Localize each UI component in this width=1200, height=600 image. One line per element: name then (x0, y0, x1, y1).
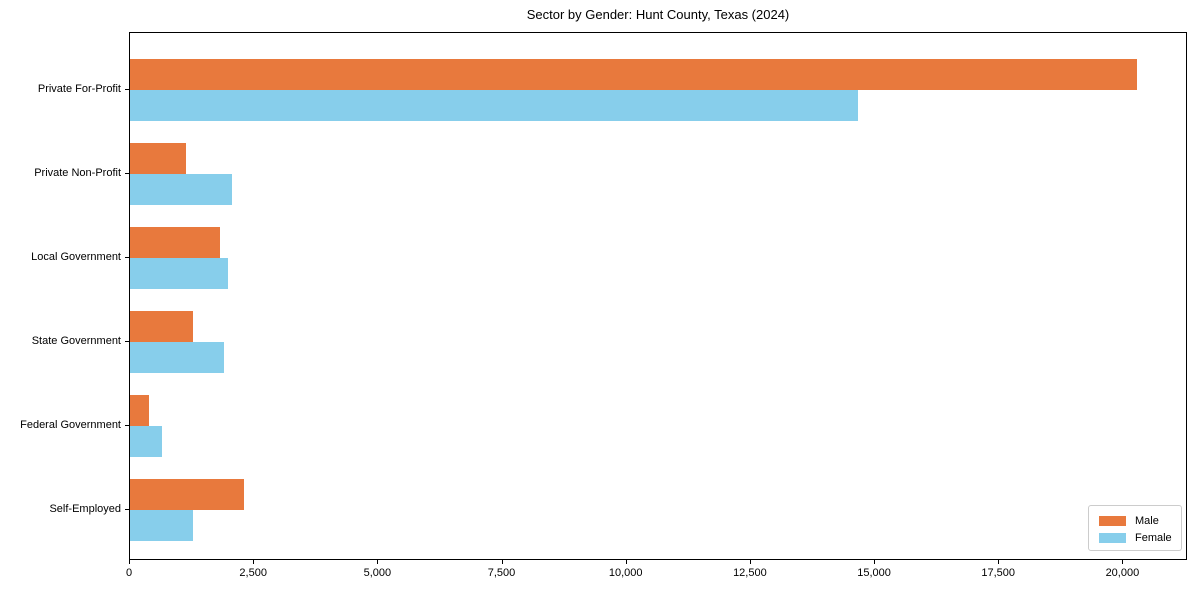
xtick-mark (377, 560, 379, 564)
ytick-mark (125, 341, 129, 342)
ytick-mark (125, 509, 129, 510)
ytick-label: Private For-Profit (37, 83, 121, 95)
xtick-label: 2,500 (239, 567, 267, 579)
legend-item-female: Female (1099, 529, 1173, 546)
ytick-mark (125, 257, 129, 258)
ytick-label: Self-Employed (49, 503, 121, 515)
legend-label: Female (1135, 531, 1172, 544)
xtick-mark (874, 560, 876, 564)
xtick-label: 12,500 (733, 567, 767, 579)
bar-female-local-government (130, 258, 228, 289)
legend-label: Male (1135, 514, 1159, 527)
bar-male-private-non-profit (130, 143, 187, 174)
legend: Male Female (1088, 505, 1182, 551)
xtick-label: 17,500 (981, 567, 1016, 579)
legend-item-male: Male (1099, 512, 1173, 529)
xtick-mark (501, 560, 503, 564)
xtick-label: 5,000 (363, 567, 392, 579)
bar-female-state-government (130, 342, 224, 373)
ytick-label: State Government (31, 335, 121, 347)
bar-female-self-employed (130, 510, 194, 541)
bar-female-federal-government (130, 426, 162, 457)
xtick-label: 10,000 (608, 567, 643, 579)
bar-female-private-non-profit (130, 174, 232, 205)
xtick-mark (749, 560, 751, 564)
xtick-label: 20,000 (1105, 567, 1140, 579)
bar-male-local-government (130, 227, 221, 258)
ytick-label: Local Government (31, 251, 121, 263)
ytick-label: Federal Government (20, 419, 121, 431)
bar-female-private-for-profit (130, 90, 859, 121)
xtick-mark (1122, 560, 1124, 564)
xtick-label: 0 (125, 567, 133, 579)
xtick-mark (998, 560, 1000, 564)
xtick-mark (129, 560, 130, 564)
plot-area (129, 32, 1187, 560)
bar-male-private-for-profit (130, 59, 1138, 90)
ytick-mark (125, 89, 129, 90)
legend-swatch-male-icon (1099, 515, 1126, 526)
bar-male-state-government (130, 311, 194, 342)
legend-swatch-female-icon (1099, 532, 1126, 543)
ytick-mark (125, 173, 129, 174)
xtick-mark (253, 560, 255, 564)
bar-male-federal-government (130, 395, 149, 426)
xtick-label: 15,000 (857, 567, 891, 579)
xtick-label: 7,500 (487, 567, 516, 579)
bar-male-self-employed (130, 479, 245, 510)
ytick-label: Private Non-Profit (34, 167, 121, 179)
chart-title: Sector by Gender: Hunt County, Texas (20… (526, 7, 790, 22)
ytick-mark (125, 425, 129, 426)
xtick-mark (625, 560, 627, 564)
